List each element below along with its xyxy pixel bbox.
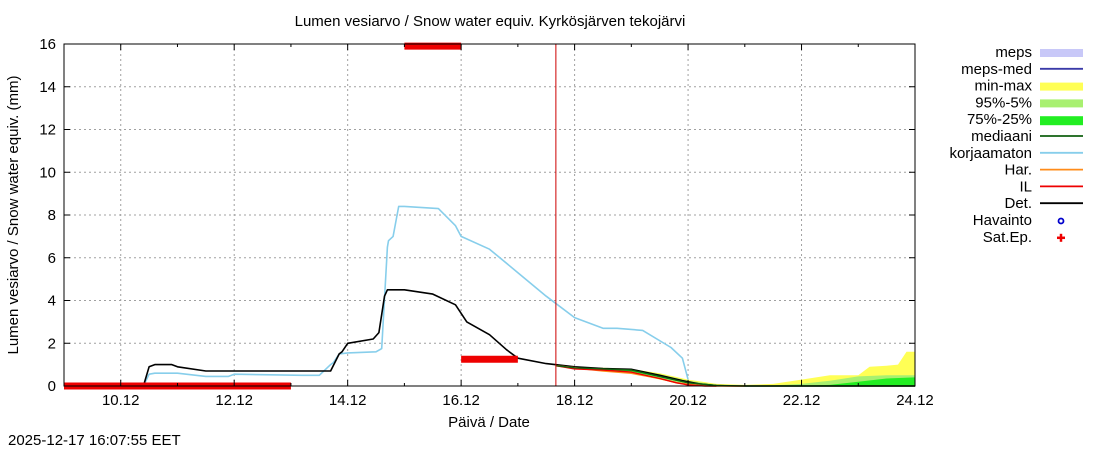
legend-label-meps: meps: [995, 44, 1032, 61]
x-tick-label: 24.12: [896, 392, 934, 409]
x-tick-label: 12.12: [215, 392, 253, 409]
forecast-bands: [555, 351, 915, 386]
legend-label-meps_med: meps-med: [961, 61, 1032, 78]
series-line-det: [64, 288, 915, 387]
band-min_max: [555, 351, 915, 386]
x-tick-label: 22.12: [783, 392, 821, 409]
y-tick-label: 2: [48, 335, 56, 352]
x-tick-label: 14.12: [329, 392, 367, 409]
legend-swatch-p75_25: [1040, 116, 1083, 126]
y-axis: 0 2 4 6 8 10 12 14 16: [39, 36, 915, 395]
legend-label-det: Det.: [1004, 195, 1032, 212]
y-axis-label: Lumen vesiarvo / Snow water equiv. (mm): [5, 76, 22, 355]
legend-swatch-p95_5: [1040, 99, 1083, 108]
grid: [64, 44, 915, 386]
y-tick-label: 8: [48, 207, 56, 224]
y-tick-label: 10: [39, 164, 56, 181]
legend-label-har: Har.: [1004, 162, 1032, 179]
y-tick-label: 6: [48, 250, 56, 267]
legend-label-p75_25: 75%-25%: [967, 111, 1032, 128]
legend-label-p95_5: 95%-5%: [975, 94, 1032, 111]
legend-label-il: IL: [1019, 178, 1032, 195]
y-tick-label: 12: [39, 122, 56, 139]
series-line-korjaamaton: [64, 205, 689, 387]
y-tick-label: 0: [48, 378, 56, 395]
chart-title: Lumen vesiarvo / Snow water equiv. Kyrkö…: [295, 13, 686, 30]
x-tick-label: 18.12: [556, 392, 594, 409]
x-tick-label: 10.12: [102, 392, 140, 409]
y-tick-label: 4: [48, 293, 56, 310]
legend-label-mediaani: mediaani: [971, 128, 1032, 145]
y-tick-label: 16: [39, 36, 56, 53]
legend-swatch-meps: [1040, 49, 1083, 57]
band-p75_25: [555, 365, 915, 386]
legend-label-korjaamaton: korjaamaton: [949, 145, 1032, 162]
y-tick-label: 14: [39, 79, 56, 96]
legend-label-sat_ep: Sat.Ep.: [983, 229, 1032, 246]
legend-label-min_max: min-max: [974, 78, 1032, 95]
legend-swatch-min_max: [1040, 82, 1083, 91]
x-axis: 10.12 12.12 14.12 16.12 18.12 20.12 22.12 24.12: [63, 44, 934, 409]
timestamp: 2025-12-17 16:07:55 EET: [8, 432, 181, 449]
legend: mepsmeps-medmin-max95%-5%75%-25%mediaani…: [949, 44, 1083, 246]
satellite-estimates: [64, 42, 518, 390]
x-tick-label: 20.12: [669, 392, 707, 409]
x-axis-label: Päivä / Date: [448, 414, 530, 431]
legend-swatch-havainto: [1057, 217, 1065, 225]
x-tick-label: 16.12: [442, 392, 480, 409]
legend-label-havainto: Havainto: [973, 212, 1032, 229]
